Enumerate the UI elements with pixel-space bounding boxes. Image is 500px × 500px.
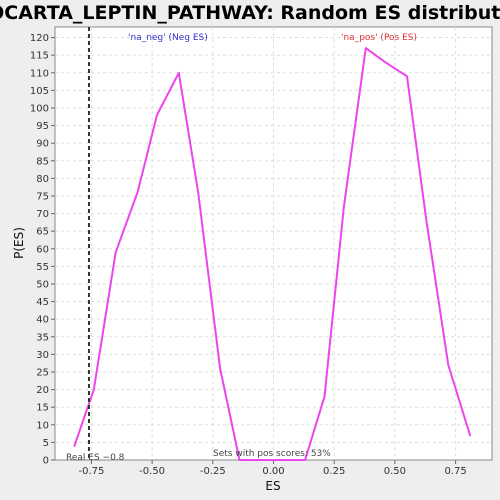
x-tick-label: -0.50	[139, 466, 165, 477]
series-lines	[73, 47, 472, 461]
y-tick-label: 20	[36, 385, 49, 396]
y-tick-label: 15	[36, 403, 49, 414]
x-tick-label: -0.25	[200, 466, 226, 477]
y-tick-label: 40	[36, 315, 49, 326]
x-axis-ticks: -0.75 -0.50 -0.25 0.00 0.25 0.50 0.75	[78, 460, 467, 477]
y-tick-label: 35	[36, 332, 49, 343]
real-es-label: Real ES −0.8	[66, 453, 125, 463]
y-tick-label: 65	[36, 227, 49, 238]
y-tick-label: 105	[30, 86, 49, 97]
pos-es-series-line	[238, 47, 472, 461]
x-tick-label: -0.75	[78, 466, 104, 477]
y-tick-label: 25	[36, 367, 49, 378]
y-tick-label: 95	[36, 121, 49, 132]
y-tick-label: 70	[36, 209, 49, 220]
y-axis-ticks: 0 5 10 15 20 25 30 35 40 45 50 55 60 65 70 75 80 85 90 95 10…	[30, 33, 55, 467]
y-tick-label: 110	[30, 68, 49, 79]
y-tick-label: 45	[36, 297, 49, 308]
x-tick-label: 0.00	[262, 466, 284, 477]
y-tick-label: 80	[36, 174, 49, 185]
y-axis-label: P(ES)	[12, 227, 26, 259]
y-tick-label: 60	[36, 244, 49, 255]
sets-pos-scores-label: Sets with pos scores: 53%	[213, 449, 331, 459]
neg-es-legend-label: 'na_neg' (Neg ES)	[128, 33, 208, 43]
x-axis-label: ES	[265, 479, 280, 493]
y-tick-label: 115	[30, 51, 49, 62]
neg-es-series-line	[73, 71, 241, 461]
y-tick-label: 10	[36, 420, 49, 431]
x-tick-label: 0.75	[444, 466, 466, 477]
chart-title: BIOCARTA_LEPTIN_PATHWAY: Random ES distr…	[0, 2, 500, 24]
grid-lines	[55, 27, 492, 460]
y-tick-label: 0	[43, 456, 49, 467]
y-tick-label: 100	[30, 103, 49, 114]
y-tick-label: 75	[36, 191, 49, 202]
y-tick-label: 55	[36, 262, 49, 273]
y-tick-label: 30	[36, 350, 49, 361]
y-tick-label: 85	[36, 156, 49, 167]
x-tick-label: 0.25	[323, 466, 345, 477]
y-tick-label: 5	[43, 438, 49, 449]
y-tick-label: 50	[36, 279, 49, 290]
y-tick-label: 120	[30, 33, 49, 44]
pos-es-legend-label: 'na_pos' (Pos ES)	[341, 33, 417, 43]
x-tick-label: 0.50	[384, 466, 406, 477]
y-tick-label: 90	[36, 139, 49, 150]
